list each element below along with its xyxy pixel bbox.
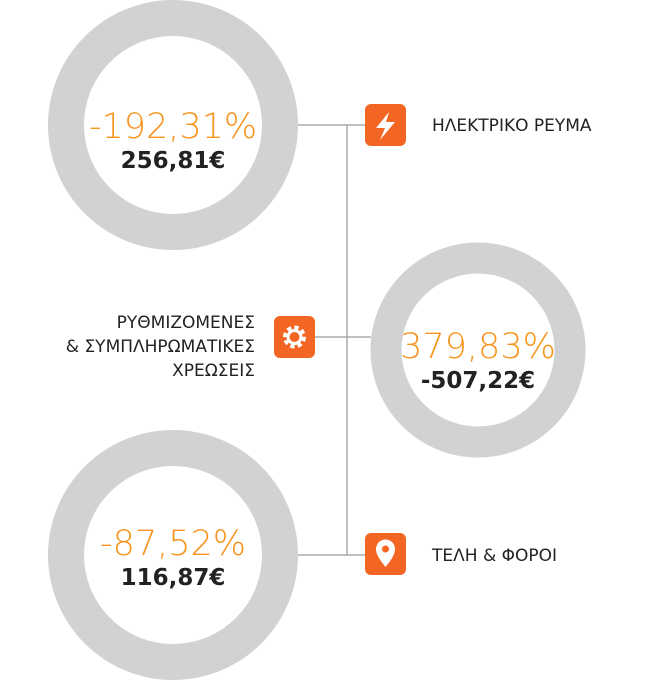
icon-gear <box>274 316 315 358</box>
amount: -507,22€ <box>421 368 535 394</box>
label: ΗΛΕΚΤΡΙΚΟ ΡΕΥΜΑ <box>432 116 592 136</box>
ring <box>48 0 298 250</box>
ring <box>370 242 586 458</box>
label: & ΣΥΜΠΛΗΡΩΜΑΤΙΚΕΣ <box>66 337 255 357</box>
label: ΡΥΘΜΙΖΟΜΕΝΕΣ <box>117 313 255 333</box>
percent: 379,83% <box>400 327 556 367</box>
icon-electricity <box>365 104 406 146</box>
icon-location <box>365 533 406 575</box>
connectors <box>298 124 371 556</box>
amount: 256,81€ <box>121 148 226 174</box>
amount: 116,87€ <box>121 565 226 591</box>
percent: -192,31% <box>89 107 257 147</box>
label: ΧΡΕΩΣΕΙΣ <box>172 361 255 381</box>
label: ΤΕΛΗ & ΦΟΡΟΙ <box>431 546 557 566</box>
percent: -87,52% <box>100 524 246 564</box>
ring <box>48 430 298 680</box>
